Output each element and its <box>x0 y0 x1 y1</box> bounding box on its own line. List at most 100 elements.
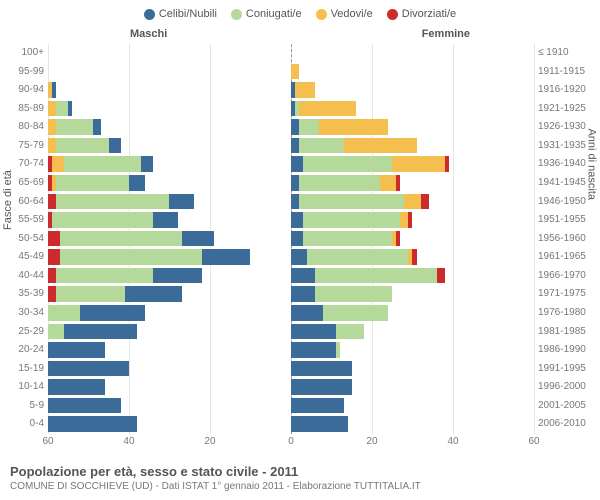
bar-segment <box>392 156 445 172</box>
age-row: 75-791931-1935 <box>48 137 534 156</box>
age-label: 10-14 <box>8 378 44 396</box>
female-bar <box>291 305 534 321</box>
birth-label: 1926-1930 <box>538 118 596 136</box>
bar-segment <box>48 379 105 395</box>
age-label: 85-89 <box>8 100 44 118</box>
male-bar <box>48 379 291 395</box>
female-bar <box>291 231 534 247</box>
age-label: 95-99 <box>8 63 44 81</box>
bar-segment <box>48 101 56 117</box>
bar-segment <box>291 156 303 172</box>
bar-segment <box>315 268 437 284</box>
male-bar <box>48 101 291 117</box>
bar-segment <box>48 361 129 377</box>
age-row: 55-591951-1955 <box>48 211 534 230</box>
age-row: 30-341976-1980 <box>48 304 534 323</box>
bar-segment <box>56 194 169 210</box>
chart-subtitle: COMUNE DI SOCCHIEVE (UD) - Dati ISTAT 1°… <box>10 481 590 492</box>
bar-segment <box>299 194 404 210</box>
bar-segment <box>64 324 137 340</box>
male-bar <box>48 231 291 247</box>
birth-label: 1911-1915 <box>538 63 596 81</box>
bar-segment <box>291 231 303 247</box>
male-bar <box>48 194 291 210</box>
bar-segment <box>291 119 299 135</box>
bar-segment <box>400 212 408 228</box>
female-bar <box>291 416 534 432</box>
bar-segment <box>129 175 145 191</box>
legend-item: Celibi/Nubili <box>144 8 217 20</box>
age-row: 45-491961-1965 <box>48 248 534 267</box>
male-bar <box>48 268 291 284</box>
female-bar <box>291 175 534 191</box>
legend-swatch <box>231 9 242 20</box>
female-bar <box>291 82 534 98</box>
age-label: 70-74 <box>8 155 44 173</box>
male-bar <box>48 64 291 80</box>
age-row: 65-691941-1945 <box>48 174 534 193</box>
bar-segment <box>396 231 400 247</box>
age-row: 80-841926-1930 <box>48 118 534 137</box>
male-bar <box>48 324 291 340</box>
female-bar <box>291 194 534 210</box>
male-bar <box>48 305 291 321</box>
x-tick: 60 <box>528 436 539 447</box>
bar-segment <box>291 398 344 414</box>
age-row: 25-291981-1985 <box>48 323 534 342</box>
footer: Popolazione per età, sesso e stato civil… <box>10 464 590 492</box>
female-bar <box>291 342 534 358</box>
bar-segment <box>56 286 125 302</box>
legend-label: Vedovi/e <box>331 8 373 20</box>
male-bar <box>48 398 291 414</box>
bar-segment <box>303 212 400 228</box>
legend-label: Divorziati/e <box>402 8 456 20</box>
legend-item: Coniugati/e <box>231 8 302 20</box>
age-row: 100+≤ 1910 <box>48 44 534 63</box>
age-row: 15-191991-1995 <box>48 360 534 379</box>
bar-segment <box>396 175 400 191</box>
female-bar <box>291 361 534 377</box>
female-bar <box>291 286 534 302</box>
birth-label: 2006-2010 <box>538 415 596 433</box>
bar-segment <box>52 212 153 228</box>
bar-segment <box>437 268 445 284</box>
age-label: 30-34 <box>8 304 44 322</box>
age-label: 50-54 <box>8 230 44 248</box>
age-row: 5-92001-2005 <box>48 397 534 416</box>
age-label: 35-39 <box>8 285 44 303</box>
bar-segment <box>307 249 408 265</box>
male-bar <box>48 286 291 302</box>
bar-segment <box>48 416 137 432</box>
bar-segment <box>125 286 182 302</box>
x-tick: 0 <box>288 436 294 447</box>
bar-segment <box>291 379 352 395</box>
female-bar <box>291 398 534 414</box>
bar-segment <box>291 268 315 284</box>
bar-segment <box>60 249 202 265</box>
female-bar <box>291 324 534 340</box>
age-label: 40-44 <box>8 267 44 285</box>
bar-segment <box>56 101 68 117</box>
bar-segment <box>291 175 299 191</box>
bar-segment <box>141 156 153 172</box>
age-label: 90-94 <box>8 81 44 99</box>
birth-label: 1976-1980 <box>538 304 596 322</box>
bar-segment <box>291 416 348 432</box>
bar-segment <box>421 194 429 210</box>
age-label: 15-19 <box>8 360 44 378</box>
female-bar <box>291 212 534 228</box>
age-label: 25-29 <box>8 323 44 341</box>
bar-segment <box>64 156 141 172</box>
bar-segment <box>336 324 364 340</box>
birth-label: ≤ 1910 <box>538 44 596 62</box>
age-row: 20-241986-1990 <box>48 341 534 360</box>
male-bar <box>48 119 291 135</box>
male-label: Maschi <box>130 28 167 40</box>
birth-label: 1931-1935 <box>538 137 596 155</box>
age-row: 85-891921-1925 <box>48 100 534 119</box>
birth-label: 1961-1965 <box>538 248 596 266</box>
x-tick: 40 <box>123 436 134 447</box>
x-axis: 6040200204060 <box>48 436 534 450</box>
birth-label: 1951-1955 <box>538 211 596 229</box>
age-label: 65-69 <box>8 174 44 192</box>
